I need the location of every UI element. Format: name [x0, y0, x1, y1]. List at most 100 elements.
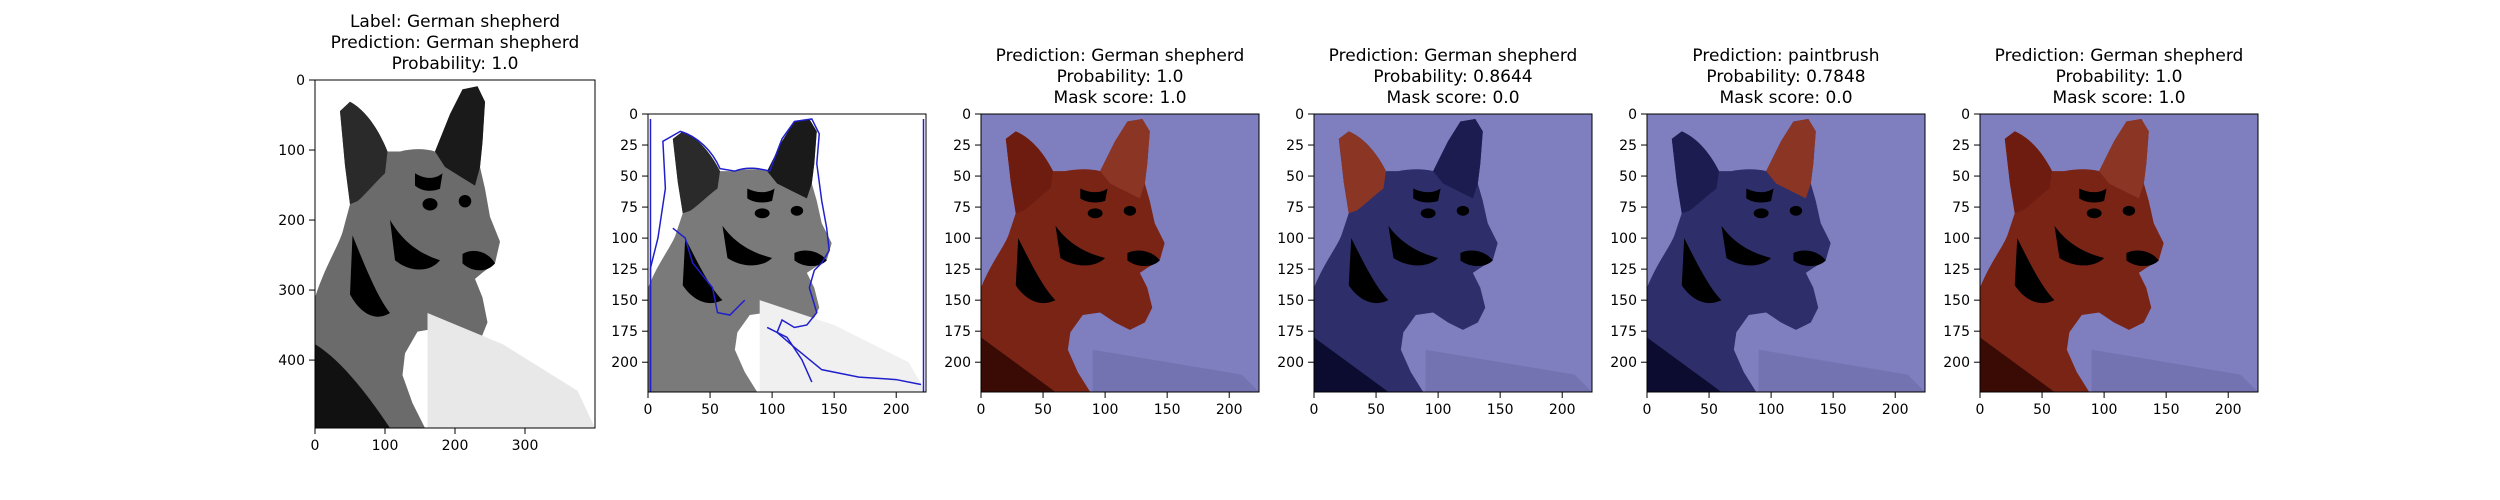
x-tick-label: 50	[1034, 402, 1052, 418]
y-tick-label: 150	[611, 293, 638, 309]
panel-original: 0 100 200 300 0 100 200 300 400	[278, 73, 596, 454]
contour-lines	[649, 118, 925, 392]
panel-title-mask-3: Prediction: paintbrush Probability: 0.78…	[1692, 46, 1879, 109]
y-tick-label: 50	[953, 169, 971, 185]
x-tick-label: 300	[512, 438, 539, 454]
title-line: Mask score: 0.0	[1719, 88, 1853, 108]
panel-contours: 0 50 100 150 200 0 25 50 75 100 125 150 175 200	[611, 107, 927, 418]
y-tick-label: 50	[1952, 169, 1970, 185]
y-tick-label: 150	[1943, 293, 1970, 309]
y-tick-label: 0	[962, 107, 971, 123]
image-mask-4	[1980, 114, 2258, 392]
y-tick-label: 200	[1277, 355, 1304, 371]
panel-title-mask-4: Prediction: German shepherd Probability:…	[1995, 46, 2244, 109]
title-line: Probability: 1.0	[1056, 67, 1184, 87]
y-tick-label: 100	[611, 231, 638, 247]
y-axis-mask-3: 0 25 50 75 100 125 150 175 200	[1610, 107, 1647, 371]
image-contours	[648, 114, 926, 392]
title-line: Probability: 0.8644	[1373, 67, 1533, 87]
axes-frame-mask-4	[1979, 113, 2259, 393]
y-tick-label: 100	[1943, 231, 1970, 247]
x-tick-label: 0	[1643, 402, 1652, 418]
x-tick-label: 150	[821, 402, 848, 418]
y-axis-mask-4: 0 25 50 75 100 125 150 175 200	[1943, 107, 1980, 371]
x-tick-label: 0	[644, 402, 653, 418]
x-tick-label: 0	[311, 438, 320, 454]
y-tick-label: 175	[1610, 324, 1637, 340]
x-tick-label: 100	[1092, 402, 1119, 418]
x-axis-contours: 0 50 100 150 200	[644, 392, 910, 418]
y-tick-label: 150	[1610, 293, 1637, 309]
y-tick-label: 400	[278, 353, 305, 369]
title-line: Mask score: 1.0	[1053, 88, 1187, 108]
x-tick-label: 0	[977, 402, 986, 418]
y-tick-label: 50	[1619, 169, 1637, 185]
x-tick-label: 200	[442, 438, 469, 454]
x-tick-label: 150	[1154, 402, 1181, 418]
y-tick-label: 150	[944, 293, 971, 309]
x-tick-label: 100	[1425, 402, 1452, 418]
x-axis-mask-3: 0 50 100 150 200	[1643, 392, 1909, 418]
x-tick-label: 50	[1700, 402, 1718, 418]
y-tick-label: 200	[278, 213, 305, 229]
x-axis-original: 0 100 200 300	[311, 428, 539, 454]
y-tick-label: 0	[629, 107, 638, 123]
x-tick-label: 150	[1487, 402, 1514, 418]
y-tick-label: 175	[1277, 324, 1304, 340]
axes-frame-mask-2	[1313, 113, 1593, 393]
y-tick-label: 75	[1286, 200, 1304, 216]
title-line: Mask score: 0.0	[1386, 88, 1520, 108]
y-axis-original: 0 100 200 300 400	[278, 73, 315, 369]
title-line: Prediction: German shepherd	[1328, 46, 1578, 66]
x-tick-label: 100	[2091, 402, 2118, 418]
title-line: Mask score: 1.0	[2052, 88, 2186, 108]
y-tick-label: 150	[1277, 293, 1304, 309]
x-tick-label: 100	[759, 402, 786, 418]
x-tick-label: 200	[2215, 402, 2242, 418]
y-tick-label: 75	[620, 200, 638, 216]
y-axis-mask-1: 0 25 50 75 100 125 150 175 200	[944, 107, 981, 371]
x-axis-mask-2: 0 50 100 150 200	[1310, 392, 1576, 418]
y-tick-label: 50	[1286, 169, 1304, 185]
y-tick-label: 125	[611, 262, 638, 278]
panel-mask-1: 0 50 100 150 200 0 25 50 75 100 125 150 175 200	[944, 107, 1260, 418]
y-tick-label: 75	[953, 200, 971, 216]
y-tick-label: 0	[1628, 107, 1637, 123]
y-tick-label: 25	[1619, 138, 1637, 154]
image-original	[315, 80, 595, 428]
y-tick-label: 25	[620, 138, 638, 154]
y-tick-label: 0	[1961, 107, 1970, 123]
panel-title-original: Label: German shepherd Prediction: Germa…	[331, 12, 580, 75]
x-axis-mask-4: 0 50 100 150 200	[1976, 392, 2242, 418]
image-mask-2	[1314, 114, 1592, 392]
y-tick-label: 25	[1286, 138, 1304, 154]
y-tick-label: 175	[1943, 324, 1970, 340]
y-axis-contours: 0 25 50 75 100 125 150 175 200	[611, 107, 648, 371]
y-tick-label: 100	[944, 231, 971, 247]
x-tick-label: 150	[2153, 402, 2180, 418]
y-tick-label: 25	[953, 138, 971, 154]
title-line: Prediction: German shepherd	[330, 33, 580, 53]
y-tick-label: 125	[1610, 262, 1637, 278]
title-line: Probability: 1.0	[391, 54, 519, 74]
x-tick-label: 100	[372, 438, 399, 454]
panel-mask-3: 0 50 100 150 200 0 25 50 75 100 125 150 175 200	[1610, 107, 1926, 418]
y-tick-label: 0	[296, 73, 305, 89]
y-tick-label: 200	[944, 355, 971, 371]
x-tick-label: 200	[1549, 402, 1576, 418]
y-tick-label: 25	[1952, 138, 1970, 154]
y-tick-label: 0	[1295, 107, 1304, 123]
y-axis-mask-2: 0 25 50 75 100 125 150 175 200	[1277, 107, 1314, 371]
y-tick-label: 75	[1619, 200, 1637, 216]
axes-frame-mask-1	[980, 113, 1260, 393]
x-tick-label: 50	[701, 402, 719, 418]
x-tick-label: 50	[2033, 402, 2051, 418]
y-tick-label: 300	[278, 283, 305, 299]
y-tick-label: 75	[1952, 200, 1970, 216]
x-tick-label: 150	[1820, 402, 1847, 418]
title-line: Probability: 0.7848	[1706, 67, 1866, 87]
y-tick-label: 50	[620, 169, 638, 185]
axes-frame-mask-3	[1646, 113, 1926, 393]
x-tick-label: 200	[1216, 402, 1243, 418]
title-line: Prediction: paintbrush	[1692, 46, 1880, 66]
